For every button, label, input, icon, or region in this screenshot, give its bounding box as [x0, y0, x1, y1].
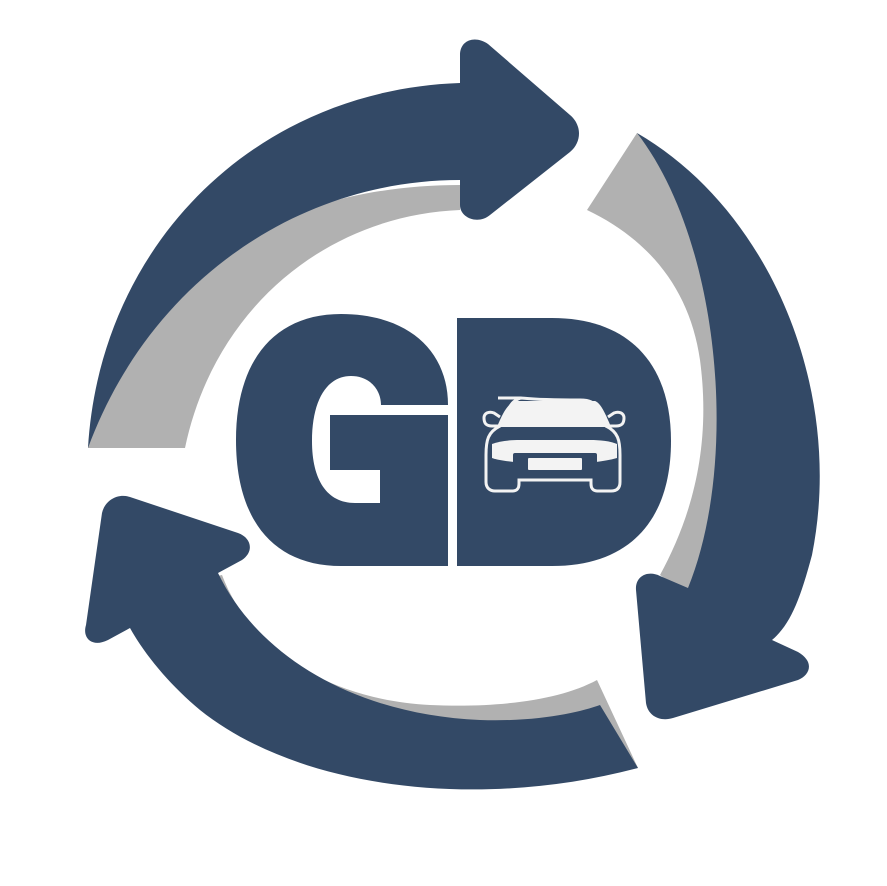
right-arrow — [587, 133, 820, 720]
letter-g — [236, 314, 448, 566]
top-arrow — [88, 39, 579, 448]
circular-refresh-arrows-icon — [85, 39, 820, 790]
monogram — [236, 314, 671, 566]
bottom-arrow — [85, 495, 638, 790]
car-front-icon — [482, 396, 626, 493]
